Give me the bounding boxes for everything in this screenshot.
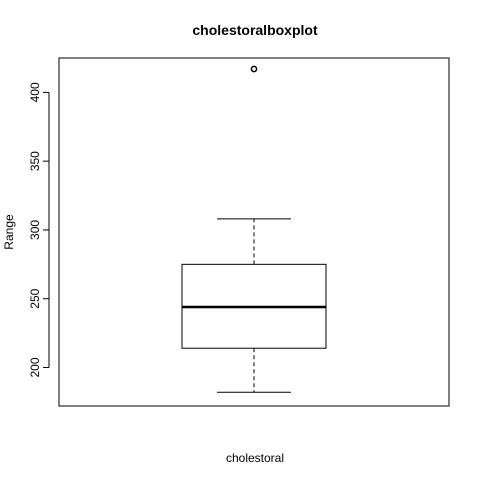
x-axis-label: cholestoral <box>226 451 284 465</box>
y-tick-label: 400 <box>28 82 42 102</box>
y-tick-label: 350 <box>28 151 42 171</box>
y-axis-label: Range <box>2 214 16 250</box>
y-tick-label: 200 <box>28 357 42 377</box>
chart-title: cholestoralboxplot <box>192 22 318 38</box>
box-group <box>181 65 327 393</box>
y-tick-label: 300 <box>28 220 42 240</box>
y-axis: 200 250 300 350 400 <box>28 82 50 378</box>
plot-frame <box>58 57 450 407</box>
outlier-point <box>250 65 258 73</box>
y-tick-label: 250 <box>28 288 42 308</box>
